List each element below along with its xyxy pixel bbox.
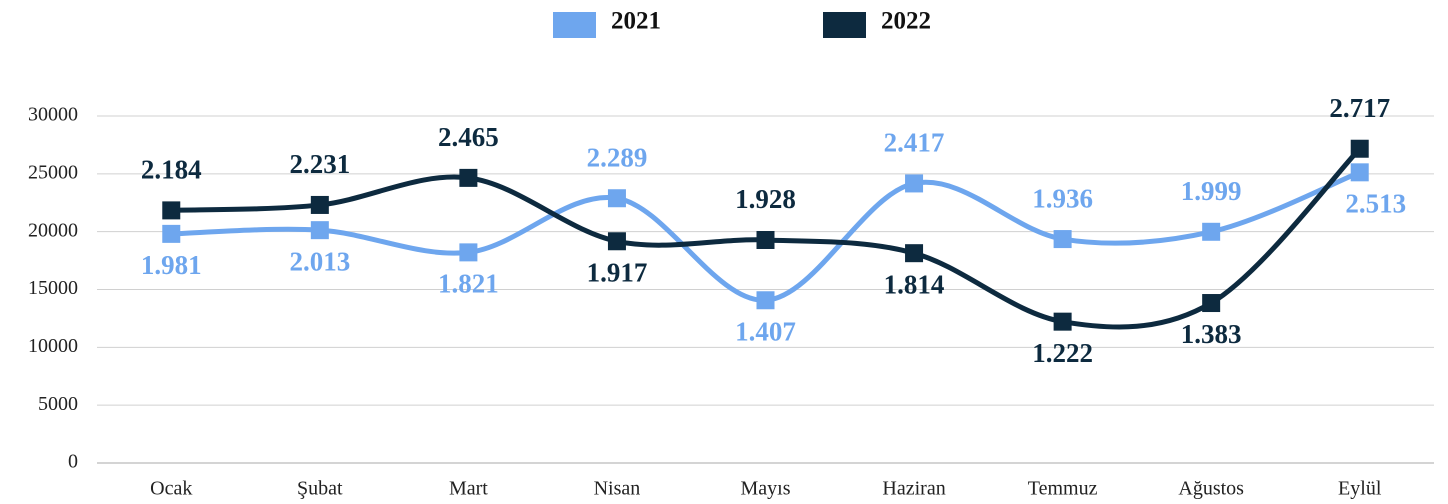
data-label: 1.917 [587,257,648,287]
x-tick-label: Eylül [1338,478,1382,500]
y-tick-label: 0 [68,451,78,473]
marker [310,195,329,214]
marker [1202,222,1221,241]
y-tick-label: 10000 [28,335,78,357]
data-label: 1.383 [1181,319,1242,349]
x-tick-label: Mart [449,478,488,500]
marker [1202,294,1221,313]
data-label: 1.821 [438,269,499,299]
y-tick-label: 20000 [28,219,78,241]
y-tick-label: 15000 [28,277,78,299]
data-label: 1.222 [1032,338,1093,368]
x-tick-label: Ağustos [1178,478,1244,500]
marker [905,174,924,193]
legend-swatch [823,12,866,38]
data-label: 1.981 [141,250,202,280]
marker [1053,312,1072,331]
marker [905,244,924,263]
marker [459,243,478,262]
marker [756,230,775,249]
legend-label: 2021 [611,8,661,35]
marker [1350,139,1369,158]
marker [310,221,329,240]
y-tick-label: 30000 [28,104,78,126]
marker [1350,163,1369,182]
data-label: 2.013 [289,246,350,276]
data-label: 2.417 [884,128,945,158]
legend-swatch [553,12,596,38]
data-label: 2.289 [587,142,648,172]
x-tick-label: Şubat [297,478,343,500]
data-label: 2.513 [1345,189,1406,219]
data-label: 1.814 [884,269,945,299]
data-label: 2.184 [141,155,202,185]
x-tick-label: Nisan [594,478,641,500]
marker [162,224,181,243]
data-label: 2.231 [289,149,350,179]
x-tick-label: Temmuz [1028,478,1098,500]
y-tick-label: 5000 [38,393,78,415]
data-label: 2.717 [1329,93,1390,123]
marker [1053,230,1072,249]
data-label: 1.407 [735,316,796,346]
data-label: 1.999 [1181,176,1242,206]
y-tick-label: 25000 [28,161,78,183]
marker [162,201,181,220]
legend-label: 2022 [881,8,931,35]
data-label: 1.936 [1032,183,1093,213]
marker [607,232,626,251]
marker [607,189,626,208]
x-tick-label: Ocak [150,478,192,500]
marker [756,291,775,310]
data-label: 2.465 [438,122,499,152]
x-tick-label: Mayıs [741,478,791,500]
marker [459,168,478,187]
data-label: 1.928 [735,184,796,214]
x-tick-label: Haziran [882,478,945,500]
